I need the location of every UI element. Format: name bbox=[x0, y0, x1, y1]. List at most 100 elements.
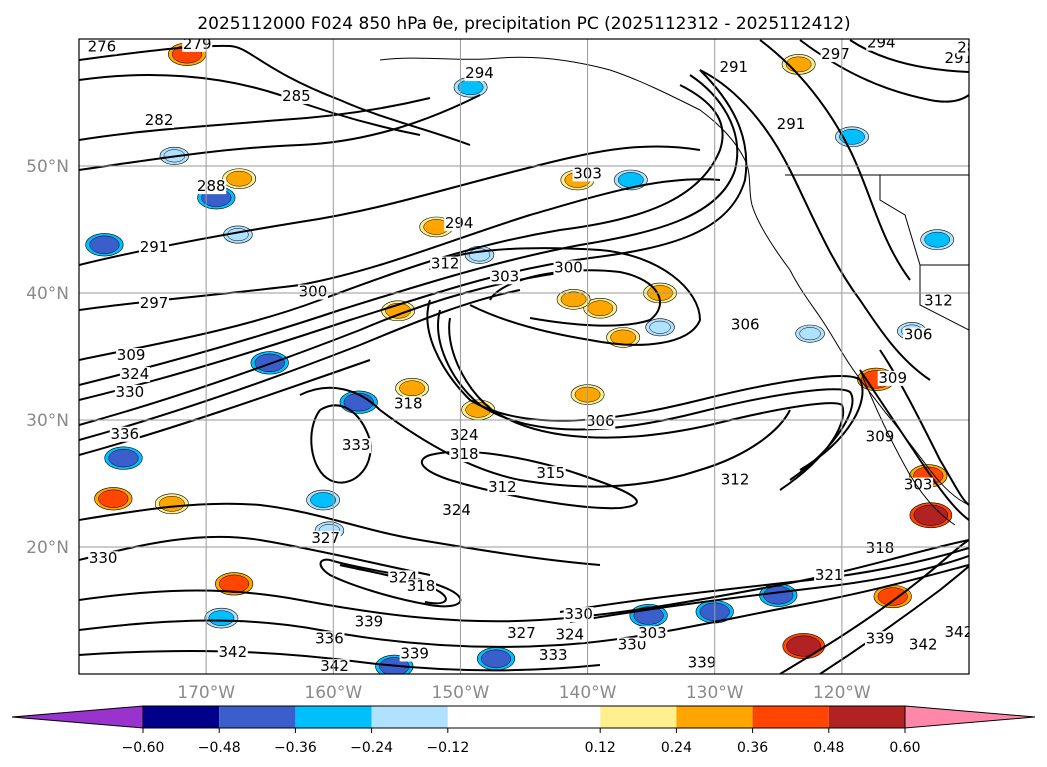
contour-label-bg bbox=[119, 367, 150, 383]
contour-label-bg bbox=[923, 293, 954, 309]
contour-label: 330 bbox=[89, 549, 118, 567]
contour-label: 324 bbox=[450, 426, 479, 444]
contour-label-bg bbox=[506, 626, 537, 642]
contour-label-bg bbox=[393, 396, 424, 412]
contour-label: 342 bbox=[219, 643, 248, 661]
colorbar-tick-label: −0.48 bbox=[198, 740, 241, 756]
contour-label-bg bbox=[489, 269, 520, 285]
contour-label: 342 bbox=[909, 636, 938, 654]
lat-tick-label: 20°N bbox=[26, 538, 69, 558]
colorbar-tick-label: −0.24 bbox=[350, 740, 393, 756]
contour-label: 303 bbox=[904, 476, 933, 494]
contour-label-bg bbox=[908, 637, 939, 653]
contour-line bbox=[79, 564, 969, 648]
lon-tick-label: 160°W bbox=[304, 683, 362, 703]
contour-label-bg bbox=[464, 66, 495, 82]
contour-line bbox=[448, 317, 845, 491]
contour-label-bg bbox=[943, 624, 969, 640]
contour-label: 309 bbox=[866, 427, 895, 445]
contour-label: 294 bbox=[445, 214, 474, 232]
border-line bbox=[919, 265, 969, 331]
contour-label: 306 bbox=[904, 326, 933, 344]
contour-label: 330 bbox=[116, 383, 145, 401]
contour-label: 309 bbox=[878, 369, 907, 387]
contour-label: 336 bbox=[110, 425, 139, 443]
contour-label: 303 bbox=[491, 267, 520, 285]
contour-line bbox=[79, 97, 431, 141]
contour-label-bg bbox=[319, 659, 350, 674]
map-panel: 276 279 282 285 288 291 294 294 297 300 303 312 303 3… bbox=[78, 35, 974, 675]
colorbar-tick-label: 0.24 bbox=[661, 740, 692, 756]
contour-label-bg bbox=[585, 414, 616, 430]
contour-line bbox=[79, 145, 701, 266]
contour-label: 342 bbox=[945, 623, 974, 641]
precip-patch bbox=[219, 574, 250, 593]
contour-label-bg bbox=[86, 39, 117, 55]
contour-label-bg bbox=[487, 480, 518, 496]
precip-patch bbox=[786, 635, 821, 657]
contour-label-bg bbox=[281, 88, 312, 104]
contour-label-bg bbox=[406, 579, 437, 595]
contour-line bbox=[79, 74, 739, 386]
contour-label-bg bbox=[814, 567, 845, 583]
contour-label: 300 bbox=[554, 258, 583, 276]
colorbar-tick-label: 0.60 bbox=[889, 740, 920, 756]
contour-label: 324 bbox=[555, 625, 584, 643]
colorbar-bin bbox=[143, 706, 220, 728]
contour-label-bg bbox=[563, 607, 594, 623]
colorbar-bin bbox=[600, 706, 677, 728]
precip-patch bbox=[158, 496, 185, 512]
contour-label: 294 bbox=[465, 64, 494, 82]
chart-title: 2025112000 F024 850 hPa θe, precipitatio… bbox=[197, 14, 850, 34]
colorbar-under-extension bbox=[11, 705, 144, 729]
lat-tick-label: 50°N bbox=[26, 157, 69, 177]
colorbar-bin bbox=[219, 706, 296, 728]
precip-patch bbox=[763, 586, 794, 605]
latitude-axis: 20°N 30°N 40°N 50°N bbox=[26, 157, 69, 558]
contour-label-bg bbox=[730, 317, 761, 333]
contour-label: 306 bbox=[731, 316, 760, 334]
contour-label: 285 bbox=[282, 87, 311, 105]
colorbar-frame bbox=[142, 705, 906, 729]
contour-label-bg bbox=[297, 284, 328, 300]
contour-label: 315 bbox=[536, 464, 565, 482]
contour-label-bg bbox=[866, 39, 897, 51]
contour-label: 327 bbox=[311, 529, 340, 547]
contour-label: 324 bbox=[121, 365, 150, 383]
precip-patch bbox=[560, 291, 587, 308]
coastlines bbox=[379, 56, 969, 526]
lon-tick-label: 150°W bbox=[432, 683, 490, 703]
contour-label: 339 bbox=[688, 653, 717, 671]
contour-label: 318 bbox=[450, 445, 479, 463]
contour-line bbox=[79, 359, 371, 456]
colorbar-tick-label: −0.60 bbox=[122, 740, 165, 756]
contour-label-bg bbox=[554, 627, 585, 643]
contour-label-bg bbox=[538, 647, 569, 663]
contour-line bbox=[779, 539, 969, 674]
colorbar: −0.60 −0.48 −0.36 −0.24 −0.12 0.12 0.24 0.36 0.4… bbox=[11, 705, 1036, 756]
contour-label-bg bbox=[865, 631, 895, 647]
lon-tick-label: 170°W bbox=[177, 683, 235, 703]
contour-label-bg bbox=[399, 646, 430, 662]
contour-line bbox=[819, 565, 969, 674]
contour-label-bg bbox=[217, 645, 248, 661]
contour-label: 339 bbox=[355, 613, 384, 631]
map-frame bbox=[78, 38, 970, 675]
contour-label: 309 bbox=[117, 346, 146, 364]
contour-label-bg bbox=[718, 59, 749, 75]
contour-label: 327 bbox=[507, 624, 536, 642]
precip-patch bbox=[89, 235, 120, 254]
precip-patch bbox=[877, 587, 908, 606]
colorbar-tick-label: 0.12 bbox=[585, 740, 616, 756]
contour-label-bg bbox=[444, 215, 475, 231]
contour-label-bg bbox=[877, 370, 908, 386]
colorbar-bin bbox=[295, 706, 372, 728]
colorbar-tick-label: 0.36 bbox=[737, 740, 768, 756]
contour-label: 312 bbox=[431, 255, 460, 273]
contour-label-bg bbox=[88, 551, 119, 567]
contour-label-bg bbox=[820, 47, 851, 63]
contour-label: 279 bbox=[183, 35, 212, 53]
longitude-axis: 170°W 160°W 150°W 140°W 130°W 120°W bbox=[177, 683, 871, 703]
contour-label: 291 bbox=[777, 115, 806, 133]
